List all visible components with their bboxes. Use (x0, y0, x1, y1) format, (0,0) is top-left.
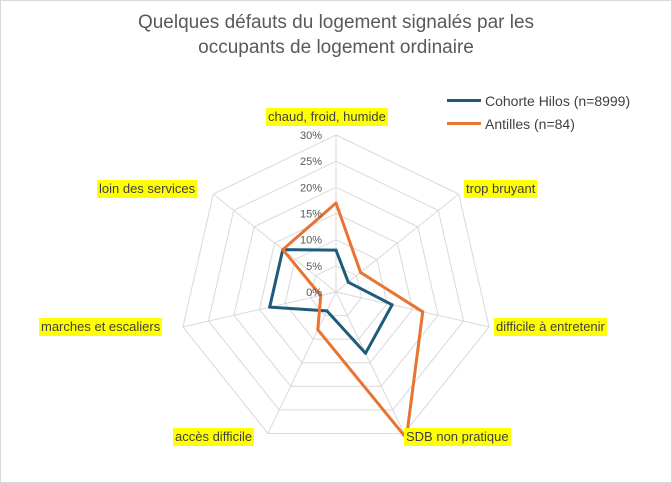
grid-spoke-1 (335, 193, 460, 293)
legend-swatch-hilos (447, 99, 481, 102)
grid-spoke-5 (182, 291, 337, 328)
grid-spoke-2 (335, 291, 490, 328)
series-1-point-2 (421, 310, 425, 314)
category-label-loin-des-services: loin des services (97, 180, 198, 198)
tick-label-6: 30% (300, 130, 322, 142)
series-1-point-6 (281, 248, 285, 252)
radar-grid (182, 134, 490, 434)
grid-spoke-4 (267, 291, 337, 434)
grid-ring-3 (258, 212, 414, 364)
chart-title-line-2: occupants de logement ordinaire (198, 37, 474, 58)
series-0-point-0 (334, 248, 338, 252)
series-1-point-1 (359, 270, 363, 274)
grid-ring-1 (309, 265, 363, 317)
grid-spoke-3 (335, 291, 405, 434)
series-0-point-3 (364, 351, 368, 355)
category-label-difficile-a-entretenir: difficile à entretenir (494, 318, 607, 336)
legend-label-antilles: Antilles (n=84) (485, 115, 575, 132)
grid-ring-5 (207, 160, 465, 411)
grid-spoke-6 (212, 193, 337, 293)
series-0-point-4 (325, 309, 329, 313)
tick-label-2: 10% (300, 235, 322, 247)
series-line-0 (268, 248, 394, 355)
legend-label-hilos: Cohorte Hilos (n=8999) (485, 92, 631, 109)
category-label-trop-bruyant: trop bruyant (464, 180, 538, 198)
category-label-marches-et-escaliers: marches et escaliers (39, 318, 163, 336)
tick-label-0: 0% (306, 287, 322, 299)
series-1-point-5 (319, 293, 323, 297)
radar-series (268, 201, 425, 440)
legend-swatch-antilles (447, 122, 481, 125)
series-0-point-2 (390, 303, 394, 307)
legend: Cohorte Hilos (n=8999) Antilles (n=84) (447, 89, 630, 135)
chart-title: Quelques défauts du logement signalés pa… (0, 10, 672, 60)
category-label-acces-difficile: accès difficile (173, 428, 255, 446)
tick-label-1: 5% (306, 261, 322, 273)
series-0-point-5 (268, 305, 272, 309)
series-1-point-4 (316, 328, 320, 332)
grid-ring-6 (182, 134, 490, 434)
legend-item-antilles: Antilles (n=84) (447, 112, 630, 135)
series-0-point-1 (346, 280, 350, 284)
grid-ring-4 (233, 186, 439, 387)
chart-title-line-1: Quelques défauts du logement signalés pa… (137, 12, 535, 33)
tick-label-3: 15% (300, 209, 322, 221)
category-label-chaud-froid-humide: chaud, froid, humide (266, 108, 388, 126)
series-1-point-0 (334, 201, 338, 205)
radar-tick-labels: 0% 5% 10% 15% 20% 25% 30% (300, 130, 322, 299)
tick-label-4: 20% (300, 182, 322, 194)
series-line-1 (281, 201, 425, 440)
category-label-sdb-non-pratique: SDB non pratique (404, 428, 511, 446)
grid-ring-2 (284, 239, 388, 340)
tick-label-5: 25% (300, 156, 322, 168)
legend-item-hilos: Cohorte Hilos (n=8999) (447, 89, 630, 112)
